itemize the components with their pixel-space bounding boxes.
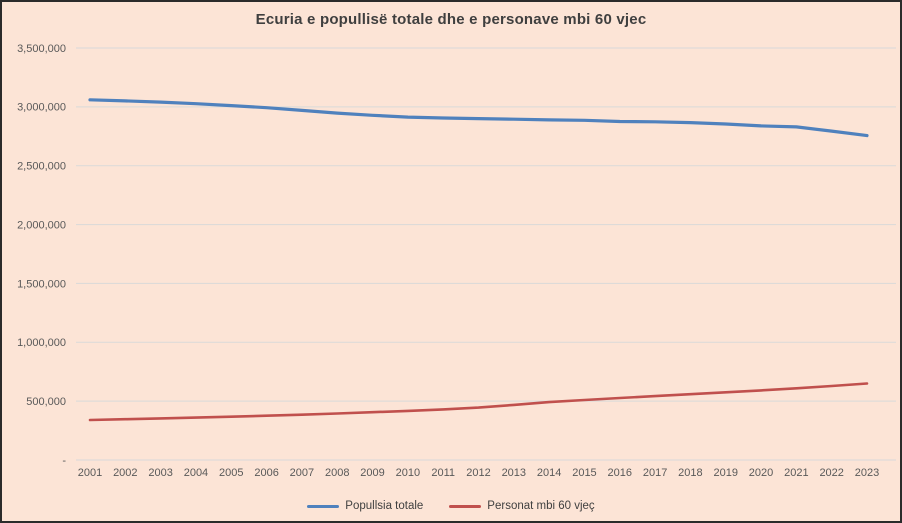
y-axis-tick-label: 3,000,000 <box>17 102 66 114</box>
x-axis-tick-label: 2016 <box>608 467 632 479</box>
x-axis-tick-label: 2015 <box>572 467 596 479</box>
x-axis-tick-label: 2023 <box>855 467 879 479</box>
legend-line-swatch <box>307 504 340 508</box>
x-axis-tick-label: 2020 <box>749 467 773 479</box>
x-axis-tick-label: 2010 <box>396 467 420 479</box>
x-axis-tick-label: 2011 <box>431 467 455 479</box>
legend-line-swatch <box>449 504 482 508</box>
x-axis-tick-label: 2002 <box>113 467 137 479</box>
x-axis-tick-label: 2006 <box>254 467 278 479</box>
y-axis-tick-label: 1,000,000 <box>17 337 66 349</box>
y-axis-tick-label: 500,000 <box>26 396 66 408</box>
x-axis-tick-label: 2001 <box>78 467 102 479</box>
x-axis-tick-label: 2017 <box>643 467 667 479</box>
legend-label: Popullsia totale <box>345 500 424 512</box>
x-axis-tick-label: 2022 <box>819 467 843 479</box>
y-axis-tick-label: - <box>62 455 66 467</box>
x-axis-tick-label: 2009 <box>360 467 384 479</box>
legend-entry-1: Personat mbi 60 vjeç <box>449 500 595 512</box>
x-axis-tick-label: 2019 <box>713 467 737 479</box>
chart-title: Ecuria e popullisë totale dhe e personav… <box>255 11 647 28</box>
y-axis-tick-label: 2,000,000 <box>17 219 66 231</box>
y-axis-tick-label: 1,500,000 <box>17 278 66 290</box>
x-axis-tick-label: 2014 <box>537 467 561 479</box>
y-axis-tick-label: 2,500,000 <box>17 161 66 173</box>
x-axis-tick-label: 2005 <box>219 467 243 479</box>
y-axis-tick-label: 3,500,000 <box>17 43 66 55</box>
x-axis-tick-label: 2007 <box>290 467 314 479</box>
chart-legend: Popullsia totale Personat mbi 60 vjeç <box>2 500 900 512</box>
legend-label: Personat mbi 60 vjeç <box>487 500 595 512</box>
series-line-0 <box>88 98 869 138</box>
series-line-1 <box>88 382 869 422</box>
x-axis-tick-label: 2008 <box>325 467 349 479</box>
x-axis-tick-label: 2021 <box>784 467 808 479</box>
x-axis-tick-label: 2004 <box>184 467 208 479</box>
x-axis-tick-label: 2018 <box>678 467 702 479</box>
x-axis-tick-label: 2012 <box>466 467 490 479</box>
x-axis-tick-label: 2013 <box>502 467 526 479</box>
legend-entry-0: Popullsia totale <box>307 500 423 512</box>
x-axis-tick-label: 2003 <box>148 467 172 479</box>
